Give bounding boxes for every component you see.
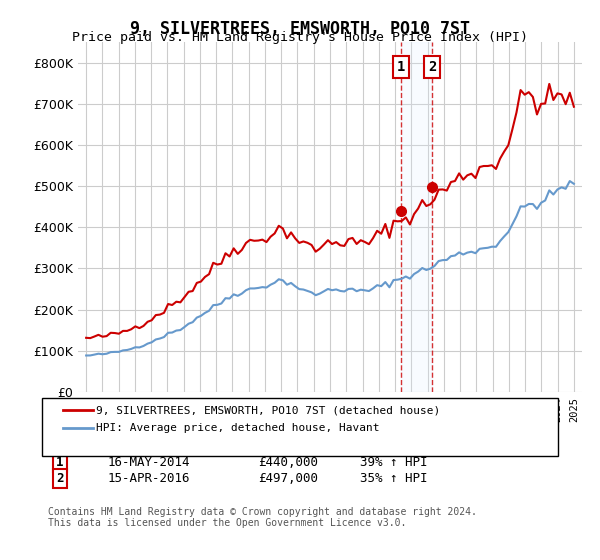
Text: 15-APR-2016: 15-APR-2016 [108, 472, 191, 486]
Text: 16-MAY-2014: 16-MAY-2014 [108, 455, 191, 469]
Text: HPI: Average price, detached house, Havant: HPI: Average price, detached house, Hava… [96, 423, 380, 433]
Text: 1: 1 [56, 455, 64, 469]
Text: 2: 2 [428, 60, 436, 74]
Text: 39% ↑ HPI: 39% ↑ HPI [360, 455, 427, 469]
Text: £497,000: £497,000 [258, 472, 318, 486]
Text: 35% ↑ HPI: 35% ↑ HPI [360, 472, 427, 486]
Bar [401, 42, 432, 392]
Text: 1: 1 [397, 60, 405, 74]
Text: 2: 2 [56, 472, 64, 486]
Text: £440,000: £440,000 [258, 455, 318, 469]
Text: Contains HM Land Registry data © Crown copyright and database right 2024.
This d: Contains HM Land Registry data © Crown c… [48, 507, 477, 529]
Text: Price paid vs. HM Land Registry's House Price Index (HPI): Price paid vs. HM Land Registry's House … [72, 31, 528, 44]
Text: 9, SILVERTREES, EMSWORTH, PO10 7ST (detached house): 9, SILVERTREES, EMSWORTH, PO10 7ST (deta… [96, 405, 440, 416]
Text: 9, SILVERTREES, EMSWORTH, PO10 7ST: 9, SILVERTREES, EMSWORTH, PO10 7ST [130, 20, 470, 38]
